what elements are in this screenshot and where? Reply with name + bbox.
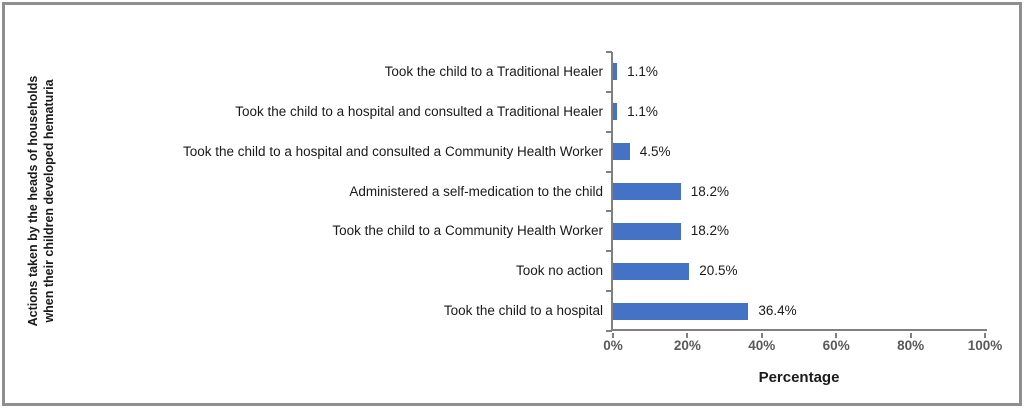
x-axis-tick — [686, 333, 689, 338]
y-axis-title-line-2: when their children developed hematuria — [42, 79, 56, 323]
value-label: 36.4% — [758, 303, 797, 319]
bar — [613, 103, 618, 121]
category-label: Took no action — [515, 263, 603, 279]
category-label: Took the child to a Traditional Healer — [384, 64, 603, 79]
x-tick-label: 60% — [822, 338, 850, 353]
y-axis-tick — [606, 210, 612, 213]
bar — [613, 262, 690, 280]
bar — [613, 63, 618, 81]
x-axis-tick — [984, 333, 986, 338]
x-tick-label: 100% — [967, 338, 1003, 353]
bar — [613, 222, 681, 240]
y-axis-tick — [606, 330, 612, 332]
value-label: 20.5% — [699, 263, 738, 279]
y-axis-tick — [606, 290, 612, 293]
y-axis-title: Actions taken by the heads of households… — [25, 76, 58, 327]
x-axis-line — [611, 329, 987, 331]
x-axis-tick — [760, 333, 763, 338]
y-axis-tick — [606, 250, 612, 253]
y-axis-line — [611, 52, 613, 331]
category-label: Took the child to a hospital and consult… — [235, 103, 603, 119]
y-axis-tick — [606, 170, 612, 173]
value-label: 1.1% — [627, 103, 658, 119]
y-axis-tick — [606, 90, 612, 93]
x-axis-tick — [835, 333, 838, 338]
x-tick-label: 20% — [673, 338, 701, 353]
value-label: 4.5% — [639, 143, 671, 159]
x-tick-label: 0% — [603, 338, 623, 353]
x-axis-title: Percentage — [758, 369, 840, 386]
x-tick-label: 80% — [897, 338, 925, 353]
category-label: Administered a self-medication to the ch… — [349, 183, 603, 199]
category-label: Took the child to a hospital — [443, 303, 603, 319]
category-label: Took the child to a Community Health Wor… — [332, 223, 603, 239]
x-axis-tick — [909, 333, 912, 338]
y-axis-title-line-1: Actions taken by the heads of households — [25, 75, 40, 327]
value-label: 18.2% — [690, 183, 729, 199]
bar — [613, 302, 749, 320]
category-label: Took the child to a hospital and consult… — [183, 143, 603, 159]
x-axis-tick — [612, 333, 614, 338]
value-label: 18.2% — [690, 223, 729, 239]
bar — [613, 183, 681, 200]
value-label: 1.1% — [627, 64, 658, 79]
y-axis-tick — [606, 130, 612, 133]
y-axis-tick — [606, 51, 612, 53]
bar — [613, 143, 630, 161]
x-tick-label: 40% — [748, 338, 776, 353]
